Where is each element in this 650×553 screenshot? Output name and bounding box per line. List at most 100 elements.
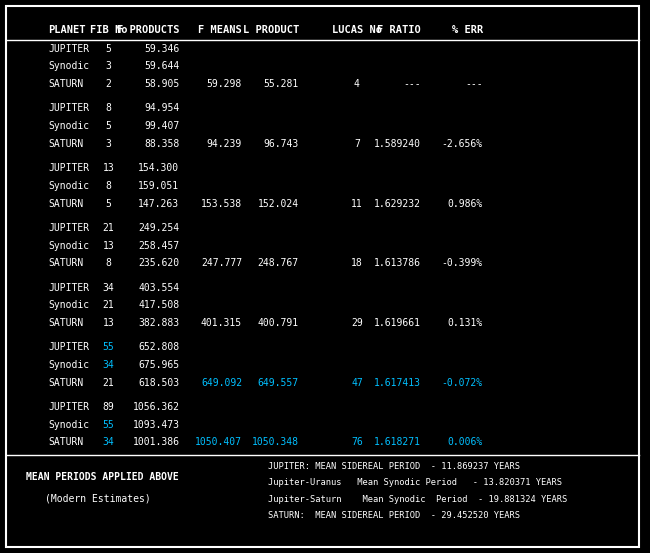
Text: 258.457: 258.457 — [138, 241, 179, 251]
Text: SATURN: SATURN — [48, 378, 84, 388]
Text: 99.407: 99.407 — [144, 121, 179, 131]
Text: FIB No: FIB No — [90, 25, 127, 35]
Text: 249.254: 249.254 — [138, 223, 179, 233]
Text: 2: 2 — [105, 79, 111, 89]
Text: 1001.386: 1001.386 — [133, 437, 179, 447]
Text: JUPITER: JUPITER — [48, 103, 90, 113]
Text: PLANET: PLANET — [48, 25, 86, 35]
Text: 8: 8 — [105, 103, 111, 113]
Text: Synodic: Synodic — [48, 61, 90, 71]
Text: 3: 3 — [105, 139, 111, 149]
Text: 58.905: 58.905 — [144, 79, 179, 89]
Text: 1.629232: 1.629232 — [374, 199, 421, 208]
Text: Synodic: Synodic — [48, 360, 90, 370]
Text: 152.024: 152.024 — [257, 199, 299, 208]
Text: 652.808: 652.808 — [138, 342, 179, 352]
Text: 21: 21 — [103, 223, 114, 233]
Text: 400.791: 400.791 — [257, 318, 299, 328]
Text: Jupiter-Uranus   Mean Synodic Period   - 13.820371 YEARS: Jupiter-Uranus Mean Synodic Period - 13.… — [268, 478, 562, 487]
Text: -0.072%: -0.072% — [441, 378, 483, 388]
Text: 1050.348: 1050.348 — [252, 437, 299, 447]
Text: 1.617413: 1.617413 — [374, 378, 421, 388]
Text: 34: 34 — [103, 360, 114, 370]
Text: JUPITER: JUPITER — [48, 163, 90, 173]
Text: SATURN: SATURN — [48, 139, 84, 149]
Text: JUPITER: JUPITER — [48, 223, 90, 233]
Text: JUPITER: JUPITER — [48, 283, 90, 293]
Text: 55.281: 55.281 — [264, 79, 299, 89]
Text: 247.777: 247.777 — [201, 258, 242, 268]
Text: 0.131%: 0.131% — [448, 318, 483, 328]
Text: 21: 21 — [103, 300, 114, 310]
Text: 159.051: 159.051 — [138, 181, 179, 191]
Text: 34: 34 — [103, 437, 114, 447]
Text: 4: 4 — [354, 79, 360, 89]
Text: 417.508: 417.508 — [138, 300, 179, 310]
Text: 13: 13 — [103, 163, 114, 173]
Text: JUPITER: MEAN SIDEREAL PERIOD  - 11.869237 YEARS: JUPITER: MEAN SIDEREAL PERIOD - 11.86923… — [268, 462, 520, 471]
Text: ---: --- — [403, 79, 421, 89]
Text: 649.092: 649.092 — [201, 378, 242, 388]
Text: SATURN: SATURN — [48, 318, 84, 328]
Text: F RATIO: F RATIO — [377, 25, 421, 35]
Text: 5: 5 — [105, 199, 111, 208]
Text: MEAN PERIODS APPLIED ABOVE: MEAN PERIODS APPLIED ABOVE — [26, 472, 179, 482]
Text: 1.613786: 1.613786 — [374, 258, 421, 268]
Text: 618.503: 618.503 — [138, 378, 179, 388]
Text: 96.743: 96.743 — [264, 139, 299, 149]
Text: 11: 11 — [351, 199, 363, 208]
Text: 88.358: 88.358 — [144, 139, 179, 149]
Text: SATURN: SATURN — [48, 79, 84, 89]
Text: 29: 29 — [351, 318, 363, 328]
Text: JUPITER: JUPITER — [48, 44, 90, 54]
Text: 13: 13 — [103, 241, 114, 251]
Text: 401.315: 401.315 — [201, 318, 242, 328]
Text: 248.767: 248.767 — [257, 258, 299, 268]
Text: 5: 5 — [105, 121, 111, 131]
Text: 55: 55 — [103, 342, 114, 352]
Text: 94.239: 94.239 — [207, 139, 242, 149]
Text: 47: 47 — [351, 378, 363, 388]
Text: 0.986%: 0.986% — [448, 199, 483, 208]
Text: 0.006%: 0.006% — [448, 437, 483, 447]
Text: 59.644: 59.644 — [144, 61, 179, 71]
Text: Synodic: Synodic — [48, 241, 90, 251]
Text: -0.399%: -0.399% — [441, 258, 483, 268]
Text: Jupiter-Saturn    Mean Synodic  Period  - 19.881324 YEARS: Jupiter-Saturn Mean Synodic Period - 19.… — [268, 495, 567, 504]
Text: 1056.362: 1056.362 — [133, 402, 179, 412]
Text: SATURN: SATURN — [48, 258, 84, 268]
Text: SATURN: SATURN — [48, 199, 84, 208]
Text: 59.298: 59.298 — [207, 79, 242, 89]
Text: 21: 21 — [103, 378, 114, 388]
Text: 1.619661: 1.619661 — [374, 318, 421, 328]
Text: SATURN:  MEAN SIDEREAL PERIOD  - 29.452520 YEARS: SATURN: MEAN SIDEREAL PERIOD - 29.452520… — [268, 512, 520, 520]
Text: 34: 34 — [103, 283, 114, 293]
Text: 649.557: 649.557 — [257, 378, 299, 388]
Text: 59.346: 59.346 — [144, 44, 179, 54]
Text: 18: 18 — [351, 258, 363, 268]
Text: Synodic: Synodic — [48, 121, 90, 131]
Text: 1.618271: 1.618271 — [374, 437, 421, 447]
Text: 675.965: 675.965 — [138, 360, 179, 370]
Text: % ERR: % ERR — [452, 25, 483, 35]
Text: ---: --- — [465, 79, 483, 89]
Text: JUPITER: JUPITER — [48, 342, 90, 352]
Text: 1.589240: 1.589240 — [374, 139, 421, 149]
Text: F MEANS: F MEANS — [198, 25, 242, 35]
Text: 382.883: 382.883 — [138, 318, 179, 328]
Text: 3: 3 — [105, 61, 111, 71]
Text: 403.554: 403.554 — [138, 283, 179, 293]
Text: 8: 8 — [105, 181, 111, 191]
Text: 153.538: 153.538 — [201, 199, 242, 208]
Text: 89: 89 — [103, 402, 114, 412]
Text: 5: 5 — [105, 44, 111, 54]
Text: (Modern Estimates): (Modern Estimates) — [46, 494, 151, 504]
Text: F PRODUCTS: F PRODUCTS — [117, 25, 179, 35]
Text: Synodic: Synodic — [48, 420, 90, 430]
Text: Synodic: Synodic — [48, 181, 90, 191]
Text: 55: 55 — [103, 420, 114, 430]
Text: 8: 8 — [105, 258, 111, 268]
Text: LUCAS No: LUCAS No — [332, 25, 382, 35]
Text: JUPITER: JUPITER — [48, 402, 90, 412]
Text: 154.300: 154.300 — [138, 163, 179, 173]
